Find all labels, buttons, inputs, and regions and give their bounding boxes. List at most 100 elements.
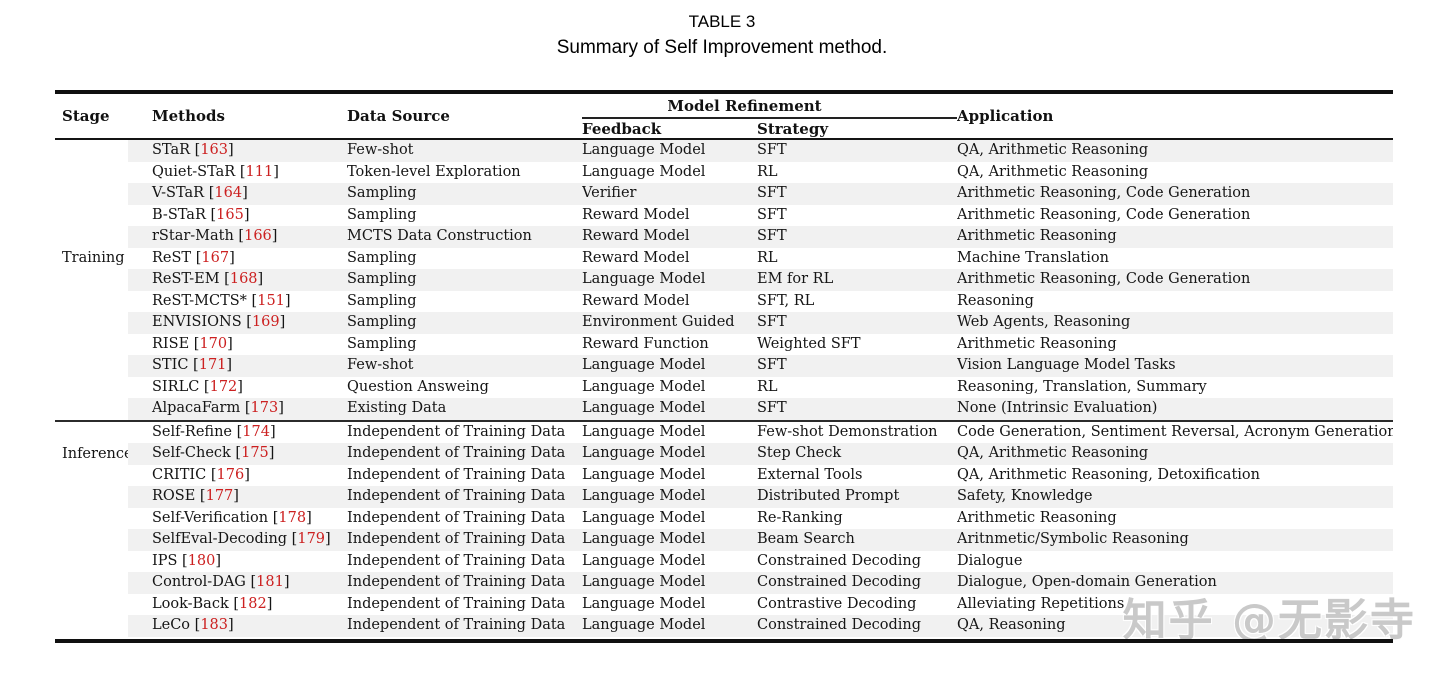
cell-data-source: Sampling <box>347 183 582 205</box>
cell-feedback: Reward Model <box>582 292 690 309</box>
cell-application: Reasoning <box>957 292 1034 309</box>
cell-application: Reasoning, Translation, Summary <box>957 378 1207 395</box>
section-training: Training STaR [163] Few-shot Language Model… <box>55 139 1393 421</box>
cell-strategy: RL <box>757 163 778 180</box>
citation-ref[interactable]: 183 <box>200 617 229 633</box>
cell-application: Safety, Knowledge <box>957 486 1393 508</box>
cell-feedback: Language Model <box>582 355 757 377</box>
table-bottom-rule <box>55 639 1393 643</box>
cell-strategy: Beam Search <box>757 529 957 551</box>
citation-ref[interactable]: 151 <box>257 292 285 309</box>
cell-method: ENVISIONS [169] <box>128 312 347 334</box>
cell-data-source: Independent of Training Data <box>347 615 582 637</box>
citation-ref[interactable]: 169 <box>251 314 280 330</box>
cell-application: None (Intrinsic Evaluation) <box>957 398 1393 421</box>
cell-data-source: Sampling <box>347 206 417 223</box>
cell-method: ReST [167] <box>152 249 235 266</box>
cell-strategy: Weighted SFT <box>757 335 861 352</box>
citation-ref[interactable]: 166 <box>244 228 272 244</box>
table-caption-number: TABLE 3 <box>688 12 756 31</box>
cell-strategy: SFT <box>757 183 957 205</box>
citation-ref[interactable]: 182 <box>239 595 267 612</box>
method-name: LeCo <box>152 617 191 633</box>
table-row: RISE [170] Sampling Reward Function Weighte… <box>55 334 1393 356</box>
cell-feedback: Reward Model <box>582 226 757 248</box>
cell-method: Quiet-STaR [111] <box>152 163 279 180</box>
method-name: STIC <box>152 357 189 373</box>
cell-strategy: External Tools <box>757 466 863 483</box>
method-name: ENVISIONS <box>152 314 242 330</box>
cell-feedback: Environment Guided <box>582 312 757 334</box>
cell-application: QA, Arithmetic Reasoning <box>957 163 1149 180</box>
cell-data-source: Sampling <box>347 335 417 352</box>
method-name: rStar-Math <box>152 228 234 244</box>
cell-method: AlpacaFarm [173] <box>128 398 347 421</box>
cell-application: Arithmetic Reasoning <box>957 335 1117 352</box>
cell-application: Code Generation, Sentiment Reversal, Acr… <box>957 419 1393 443</box>
method-name: V-STaR <box>152 185 205 201</box>
cell-data-source: Few-shot <box>347 139 582 162</box>
cell-data-source: Existing Data <box>347 398 582 421</box>
citation-ref[interactable]: 168 <box>229 271 258 287</box>
cell-method: ReST-MCTS* [151] <box>152 292 291 309</box>
citation-ref[interactable]: 173 <box>250 400 279 416</box>
cell-data-source: Sampling <box>347 292 417 309</box>
cell-data-source: Sampling <box>347 249 417 266</box>
cell-application: Dialogue <box>957 552 1023 569</box>
cell-strategy: Constrained Decoding <box>757 615 957 637</box>
cell-method: ReST-EM [168] <box>128 269 347 291</box>
cell-strategy: SFT <box>757 139 957 162</box>
citation-ref[interactable]: 167 <box>201 249 230 266</box>
cell-feedback: Language Model <box>582 466 706 483</box>
table-row: ENVISIONS [169] Sampling Environment Guide… <box>55 312 1393 334</box>
cell-data-source: Sampling <box>347 269 582 291</box>
method-name: IPS <box>152 552 178 569</box>
cell-application: Aritnmetic/Symbolic Reasoning <box>957 529 1393 551</box>
cell-data-source: Few-shot <box>347 355 582 377</box>
citation-ref[interactable]: 180 <box>187 552 216 569</box>
cell-strategy: Few-shot Demonstration <box>757 419 957 443</box>
cell-method: CRITIC [176] <box>152 466 250 483</box>
method-name: Quiet-STaR <box>152 163 236 180</box>
cell-method: rStar-Math [166] <box>128 226 347 248</box>
cell-application: Dialogue, Open-domain Generation <box>957 572 1393 594</box>
table-caption: TABLE 3 Summary of Self Improvement meth… <box>0 9 1444 61</box>
cell-strategy: Constrained Decoding <box>757 572 957 594</box>
table-row: STIC [171] Few-shot Language Model SFT Visio… <box>55 355 1393 377</box>
citation-ref[interactable]: 172 <box>209 378 238 395</box>
citation-ref[interactable]: 170 <box>199 335 228 352</box>
citation-ref[interactable]: 163 <box>200 142 229 158</box>
cell-strategy: RL <box>757 249 778 266</box>
cell-method: STaR [163] <box>128 139 347 162</box>
cell-feedback: Language Model <box>582 163 706 180</box>
table-caption-title: Summary of Self Improvement method. <box>556 37 888 58</box>
col-header-methods: Methods <box>128 92 347 140</box>
citation-ref[interactable]: 178 <box>278 509 307 526</box>
citation-ref[interactable]: 174 <box>242 423 270 440</box>
cell-feedback: Language Model <box>582 419 757 443</box>
cell-application: Web Agents, Reasoning <box>957 312 1393 334</box>
citation-ref[interactable]: 175 <box>241 445 269 461</box>
citation-ref[interactable]: 177 <box>205 488 234 504</box>
cell-method: SelfEval-Decoding [179] <box>128 529 347 551</box>
cell-strategy: SFT <box>757 398 957 421</box>
citation-ref[interactable]: 164 <box>214 185 243 201</box>
cell-strategy: Contrastive Decoding <box>757 595 917 612</box>
cell-strategy: SFT <box>757 226 957 248</box>
cell-feedback: Reward Model <box>582 249 690 266</box>
citation-ref[interactable]: 176 <box>216 466 245 483</box>
col-header-application: Application <box>957 92 1393 140</box>
citation-ref[interactable]: 111 <box>245 163 274 180</box>
citation-ref[interactable]: 165 <box>216 206 244 223</box>
citation-ref[interactable]: 181 <box>256 574 284 590</box>
cell-method: Self-Verification [178] <box>152 509 312 526</box>
cell-feedback: Language Model <box>582 529 757 551</box>
table-row: ReST-EM [168] Sampling Language Model EM fo… <box>55 269 1393 291</box>
citation-ref[interactable]: 171 <box>198 357 227 373</box>
cell-strategy: Re-Ranking <box>757 509 843 526</box>
cell-strategy: SFT <box>757 206 787 223</box>
stage-label: Training <box>55 139 128 421</box>
citation-ref[interactable]: 179 <box>297 531 326 547</box>
cell-application: Arithmetic Reasoning, Code Generation <box>957 206 1251 223</box>
